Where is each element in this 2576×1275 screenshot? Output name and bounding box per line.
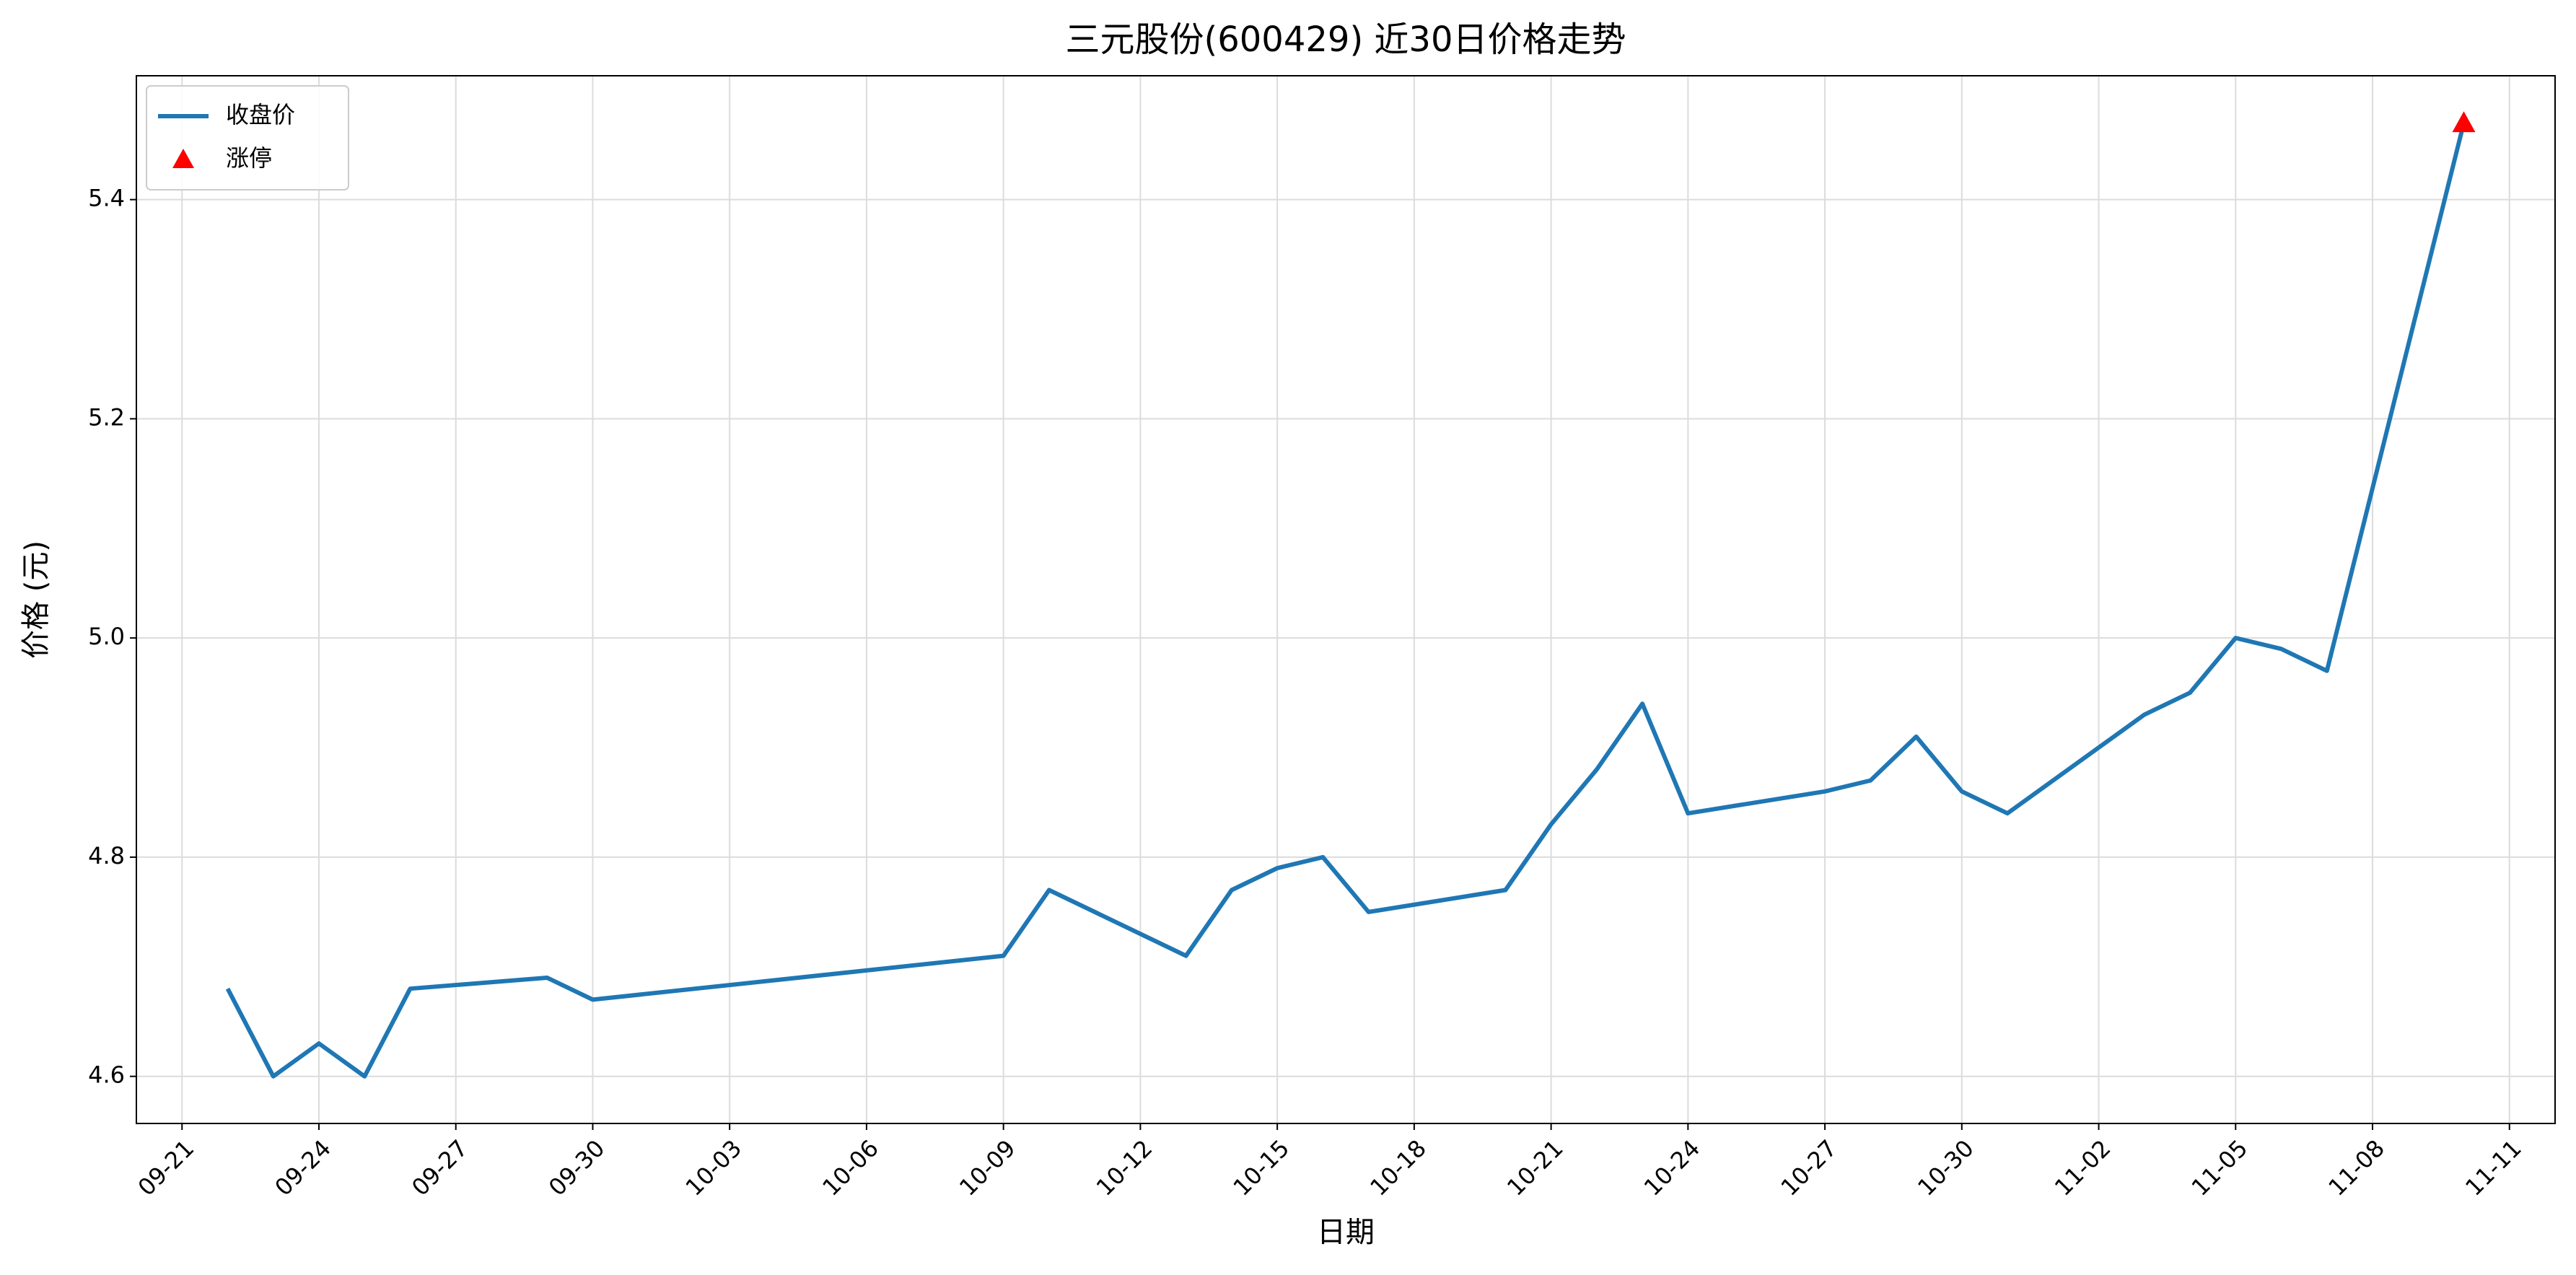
x-tick-label: 10-18 [1364,1134,1432,1201]
x-tick-label: 10-12 [1091,1134,1158,1201]
legend-swatch [172,149,194,168]
x-tick-label: 09-24 [269,1134,336,1201]
x-tick-label: 10-30 [1912,1134,1979,1201]
x-tick-label: 10-21 [1502,1134,1569,1201]
y-tick-label: 5.0 [88,623,125,650]
x-tick-label: 09-27 [406,1134,473,1201]
x-tick-label: 11-11 [2460,1134,2527,1201]
chart-title: 三元股份(600429) 近30日价格走势 [1065,19,1626,60]
y-tick-label: 5.4 [88,185,125,212]
x-tick-label: 10-03 [680,1134,748,1201]
x-tick-label: 09-21 [133,1134,200,1201]
plot-frame [136,75,2556,1124]
price-line [225,122,2466,1079]
y-tick-label: 4.8 [88,842,125,869]
y-tick-label: 4.6 [88,1061,125,1089]
x-tick-label: 11-08 [2323,1134,2390,1201]
y-axis-label: 价格 (元) [19,540,53,659]
x-tick-label: 10-27 [1775,1134,1842,1201]
x-axis-label: 日期 [1317,1216,1375,1249]
x-tick-label: 10-24 [1639,1134,1706,1201]
legend-label: 收盘价 [226,101,295,128]
limit-up-marker [2452,111,2476,133]
x-tick-label: 11-05 [2186,1134,2253,1201]
x-tick-label: 09-30 [543,1134,610,1201]
legend-label: 涨停 [226,144,272,172]
legend-box [146,85,349,190]
x-tick-label: 10-09 [954,1134,1021,1201]
x-tick-label: 10-06 [817,1134,884,1201]
x-tick-label: 11-02 [2049,1134,2116,1201]
y-tick-label: 5.2 [88,403,125,431]
x-tick-label: 10-15 [1228,1134,1295,1201]
